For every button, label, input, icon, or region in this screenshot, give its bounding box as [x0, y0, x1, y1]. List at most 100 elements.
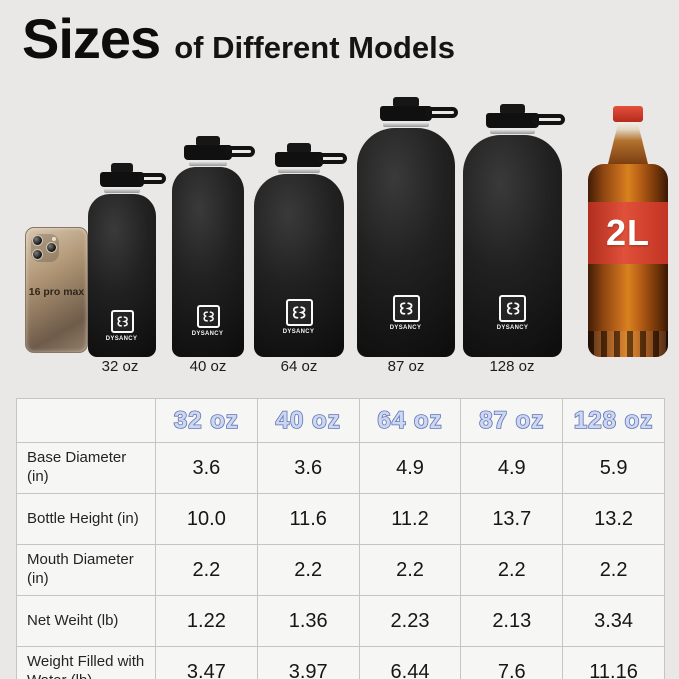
- size-label-128oz: 128 oz: [489, 358, 535, 375]
- value-cell: 2.2: [256, 544, 360, 596]
- bottle-body: DYSANCY: [463, 135, 562, 357]
- value-cell: 2.2: [358, 544, 462, 596]
- steel-ring: [188, 161, 228, 166]
- row-label: Base Diameter (in): [16, 442, 156, 494]
- value-cell: 11.16: [562, 646, 665, 679]
- bottle-body: DYSANCY: [254, 174, 344, 357]
- value-cell: 1.22: [155, 595, 258, 647]
- bottle-cap: [184, 145, 254, 160]
- value-cell: 3.47: [155, 646, 258, 679]
- title-emphasis: Sizes: [22, 7, 161, 70]
- bottle-cap: [485, 113, 566, 128]
- steel-ring: [383, 122, 429, 127]
- title-subtext: of Different Models: [174, 30, 455, 65]
- bottle-87oz: DYSANCY: [357, 97, 458, 357]
- bottle-cap: [99, 172, 166, 187]
- value-cell: 3.34: [562, 595, 665, 647]
- size-label-40oz: 40 oz: [189, 358, 227, 375]
- table-header-row: 32 oz 40 oz 64 oz 87 oz 128 oz: [16, 398, 665, 443]
- table-row: Net Weiht (lb) 1.22 1.36 2.23 2.13 3.34: [16, 595, 665, 647]
- column-header-32oz: 32 oz: [155, 398, 258, 443]
- cola-bottle-2l: 2L: [588, 106, 668, 357]
- value-cell: 2.2: [460, 544, 564, 596]
- brand-name: DYSANCY: [192, 330, 224, 337]
- cola-volume-label: 2L: [605, 212, 650, 253]
- value-cell: 5.9: [562, 442, 665, 494]
- brand-logo-icon: [499, 295, 526, 322]
- bottle-spout: [393, 97, 419, 106]
- bottle-body: DYSANCY: [88, 194, 156, 357]
- brand-logo-icon: [392, 295, 420, 322]
- brand-name: DYSANCY: [390, 324, 422, 331]
- bottle-spout: [196, 136, 220, 145]
- table-row: Bottle Height (in) 10.0 11.6 11.2 13.7 1…: [16, 493, 665, 545]
- page-title: Sizes of Different Models: [22, 6, 455, 71]
- table-row: Base Diameter (in) 3.6 3.6 4.9 4.9 5.9: [16, 442, 665, 494]
- brand-name: DYSANCY: [496, 324, 529, 331]
- steel-ring: [278, 168, 320, 173]
- bottle-spout: [111, 163, 133, 172]
- column-header-64oz: 64 oz: [358, 398, 462, 443]
- camera-lens-icon: [32, 249, 43, 260]
- table-row: Weight Filled with Water (lb) 3.47 3.97 …: [16, 646, 665, 679]
- bottle-40oz: DYSANCY: [172, 136, 254, 357]
- bottle-spout: [287, 143, 311, 152]
- bottle-64oz: DYSANCY: [254, 143, 347, 357]
- value-cell: 3.6: [256, 442, 360, 494]
- bottle-32oz: DYSANCY: [88, 163, 166, 357]
- column-header-87oz: 87 oz: [460, 398, 564, 443]
- value-cell: 4.9: [358, 442, 462, 494]
- value-cell: 13.7: [460, 493, 564, 545]
- brand-logo-icon: [196, 305, 220, 328]
- row-label: Bottle Height (in): [16, 493, 156, 545]
- brand-name: DYSANCY: [283, 328, 315, 335]
- value-cell: 2.23: [358, 595, 462, 647]
- camera-lens-icon: [32, 235, 43, 246]
- cola-neck: [608, 122, 648, 164]
- brand-logo: DYSANCY: [387, 295, 424, 331]
- brand-logo-icon: [285, 299, 313, 326]
- value-cell: 13.2: [562, 493, 665, 545]
- size-label-64oz: 64 oz: [280, 358, 318, 375]
- bottle-cap: [379, 106, 458, 121]
- camera-flash-icon: [52, 237, 56, 241]
- size-label-87oz: 87 oz: [387, 358, 425, 375]
- column-header-40oz: 40 oz: [256, 398, 360, 443]
- value-cell: 3.6: [155, 442, 258, 494]
- value-cell: 4.9: [460, 442, 564, 494]
- value-cell: 3.97: [256, 646, 360, 679]
- brand-logo: DYSANCY: [103, 310, 140, 342]
- column-header-128oz: 128 oz: [562, 398, 665, 443]
- bottle-body: DYSANCY: [172, 167, 244, 357]
- value-cell: 2.2: [562, 544, 665, 596]
- row-label: Mouth Diameter (in): [16, 544, 156, 596]
- comparison-table: 32 oz 40 oz 64 oz 87 oz 128 oz Base Diam…: [16, 398, 665, 679]
- bottle-cap: [274, 152, 347, 167]
- cola-base-ridges: [588, 331, 668, 357]
- bottle-spout: [499, 104, 526, 113]
- brand-logo-icon: [110, 310, 134, 333]
- value-cell: 11.2: [358, 493, 462, 545]
- camera-module: [31, 234, 59, 262]
- cola-cap: [613, 106, 643, 122]
- brand-name: DYSANCY: [106, 335, 138, 342]
- row-label: Net Weiht (lb): [16, 595, 156, 647]
- value-cell: 7.6: [460, 646, 564, 679]
- camera-lens-icon: [46, 242, 57, 253]
- steel-ring: [489, 129, 536, 134]
- bottle-body: DYSANCY: [357, 128, 455, 357]
- row-label: Weight Filled with Water (lb): [16, 646, 156, 679]
- brand-logo: DYSANCY: [494, 295, 531, 331]
- value-cell: 11.6: [256, 493, 360, 545]
- table-row: Mouth Diameter (in) 2.2 2.2 2.2 2.2 2.2: [16, 544, 665, 596]
- phone-16-pro-max: 16 pro max: [25, 227, 88, 353]
- brand-logo: DYSANCY: [189, 305, 226, 337]
- value-cell: 6.44: [358, 646, 462, 679]
- value-cell: 2.2: [155, 544, 258, 596]
- phone-label: 16 pro max: [28, 286, 85, 298]
- value-cell: 2.13: [460, 595, 564, 647]
- value-cell: 10.0: [155, 493, 258, 545]
- bottle-128oz: DYSANCY: [463, 104, 566, 357]
- size-label-32oz: 32 oz: [101, 358, 139, 375]
- value-cell: 1.36: [256, 595, 360, 647]
